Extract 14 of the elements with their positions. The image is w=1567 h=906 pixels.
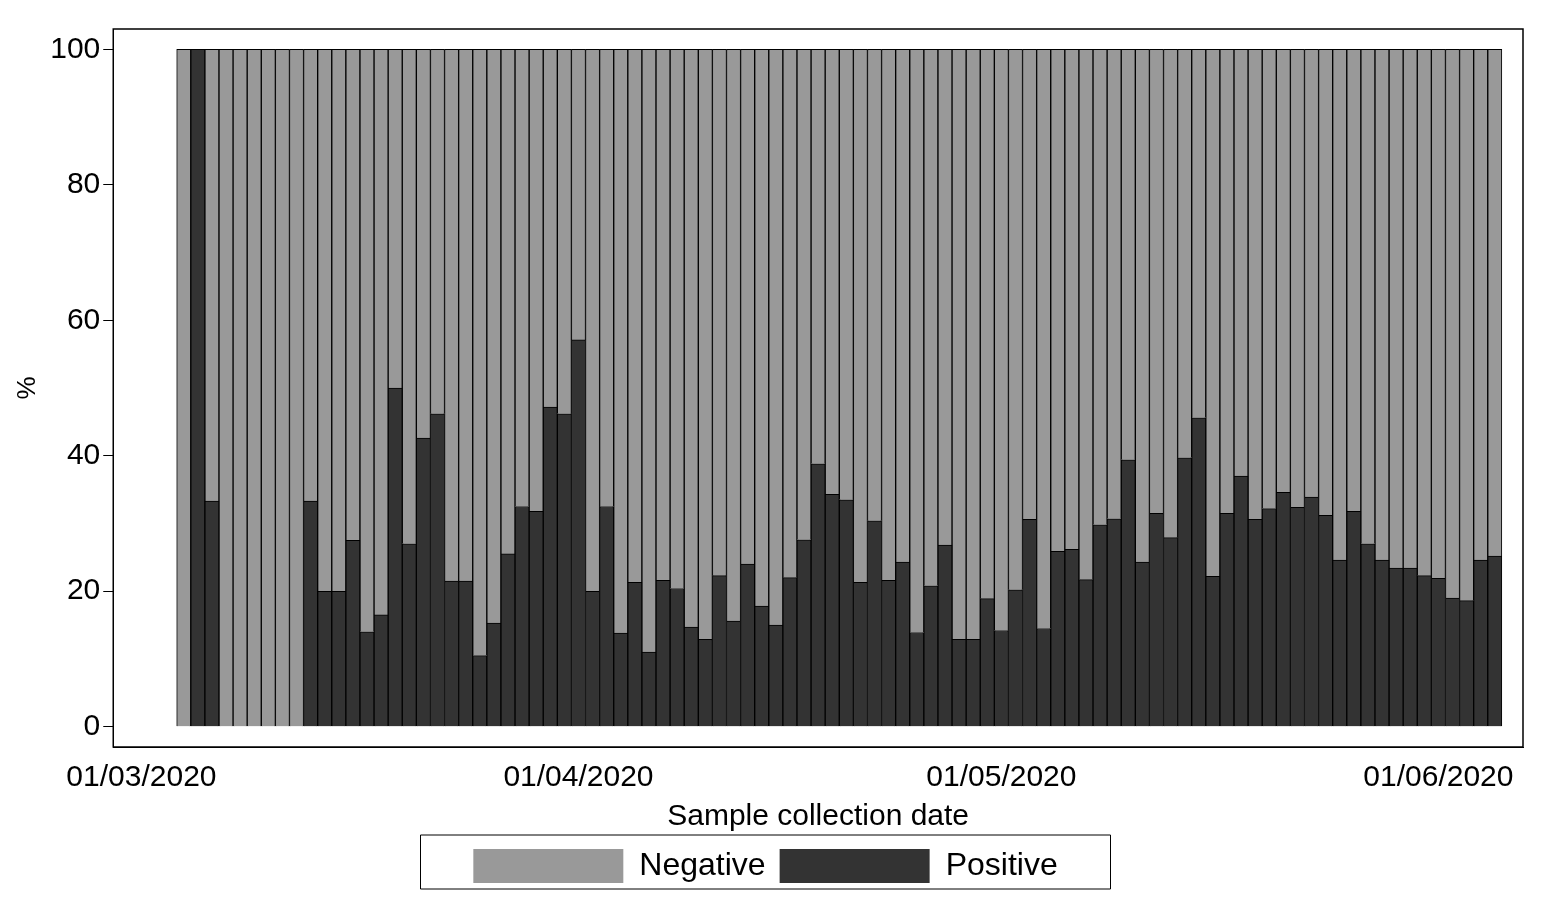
- y-axis-title: %: [10, 376, 41, 400]
- x-tick-label: 01/06/2020: [1363, 759, 1514, 793]
- y-tick-label: 20: [66, 572, 101, 606]
- legend-label: Positive: [945, 845, 1058, 882]
- x-tick-label: 01/05/2020: [926, 759, 1077, 793]
- x-tick-label: 01/03/2020: [66, 759, 217, 793]
- y-tick-label: 100: [50, 30, 101, 64]
- legend-label: Negative: [639, 845, 766, 882]
- y-tick-label: 40: [66, 437, 101, 470]
- y-tick-label: 60: [66, 301, 101, 335]
- x-tick-label: 01/04/2020: [503, 759, 654, 793]
- y-tick-label: 0: [83, 707, 101, 741]
- y-tick-label: 80: [66, 166, 101, 200]
- x-axis-title: Sample collection date: [667, 798, 970, 832]
